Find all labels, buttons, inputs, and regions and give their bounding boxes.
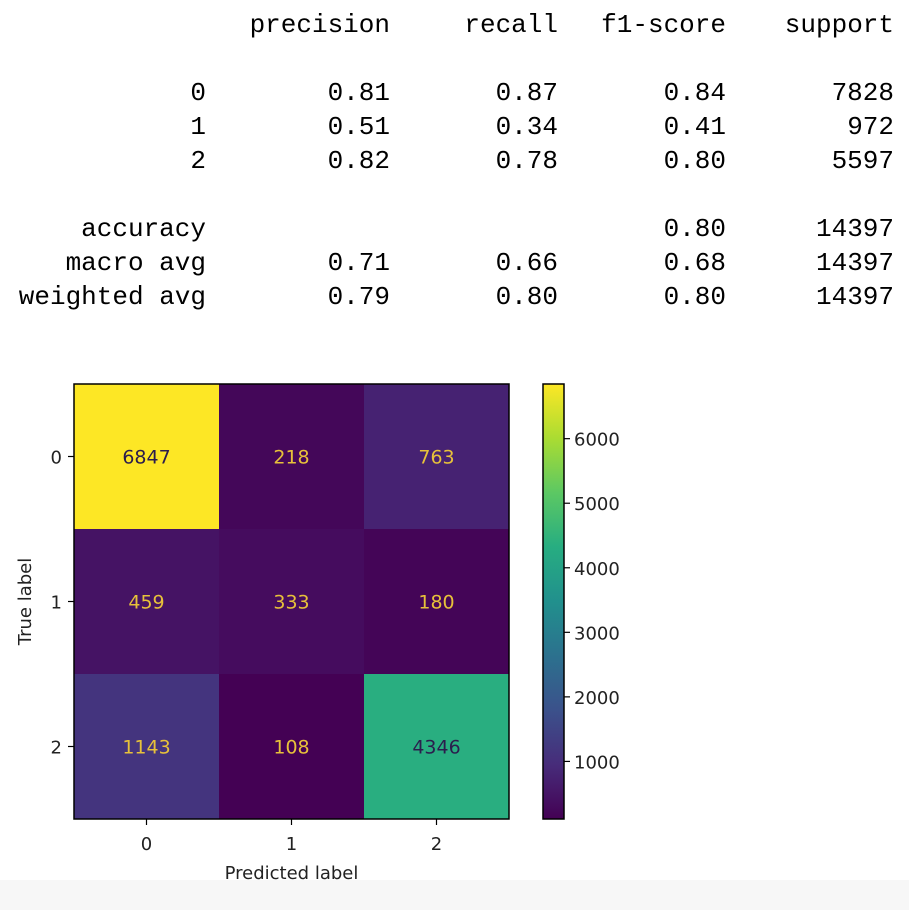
header-recall: recall <box>464 10 558 40</box>
colorbar-tick-label: 3000 <box>574 623 620 644</box>
report-class-row: 2 0.82 0.78 0.80 5597 <box>0 144 909 178</box>
row-f1: 0.80 <box>663 214 726 244</box>
y-tick-label: 0 <box>51 448 62 469</box>
heatmap-cell <box>364 674 509 819</box>
y-tick-label: 1 <box>51 593 62 614</box>
heatmap-cell <box>219 384 364 529</box>
row-f1: 0.80 <box>663 282 726 312</box>
report-summary-row: macro avg 0.71 0.66 0.68 14397 <box>0 246 909 280</box>
report-class-row: 0 0.81 0.87 0.84 7828 <box>0 76 909 110</box>
row-f1: 0.80 <box>663 146 726 176</box>
row-precision: 0.81 <box>327 78 390 108</box>
report-summary-row: weighted avg 0.79 0.80 0.80 14397 <box>0 280 909 314</box>
cell-value-label: 6847 <box>122 447 170 469</box>
row-support: 972 <box>847 112 894 142</box>
colorbar-tick-label: 2000 <box>574 688 620 709</box>
row-support: 14397 <box>815 248 894 278</box>
y-tick-label: 2 <box>51 738 62 759</box>
heatmap-cell <box>219 529 364 674</box>
row-support: 14397 <box>815 282 894 312</box>
classification-report: precision recall f1-score support 0 0.81… <box>0 8 909 314</box>
row-label: 2 <box>190 146 206 176</box>
heatmap-cell <box>74 674 219 819</box>
header-f1-score: f1-score <box>601 10 726 40</box>
cell-value-label: 763 <box>418 447 454 469</box>
report-summary-row: accuracy 0.80 14397 <box>0 212 909 246</box>
row-f1: 0.68 <box>663 248 726 278</box>
colorbar-ticks: 1000 2000 3000 4000 5000 6000 <box>564 430 620 773</box>
row-recall: 0.34 <box>495 112 558 142</box>
heatmap-cells <box>74 384 509 819</box>
cell-value-label: 108 <box>273 737 309 759</box>
heatmap-cell <box>364 384 509 529</box>
report-spacer <box>0 42 909 76</box>
colorbar-tick-label: 5000 <box>574 494 620 515</box>
y-axis-ticks: 0 1 2 <box>51 448 74 759</box>
heatmap-cell-labels: 6847 218 763 459 333 180 1143 108 4346 <box>122 447 460 759</box>
row-recall: 0.87 <box>495 78 558 108</box>
x-axis-ticks: 0 1 2 <box>141 819 442 855</box>
row-precision: 0.51 <box>327 112 390 142</box>
cell-value-label: 180 <box>418 592 454 614</box>
heatmap-cell <box>74 529 219 674</box>
confusion-matrix-chart: 6847 218 763 459 333 180 1143 108 4346 0 1 2 0 1 2 P… <box>15 383 620 880</box>
header-precision: precision <box>249 10 390 40</box>
report-class-row: 1 0.51 0.34 0.41 972 <box>0 110 909 144</box>
row-recall: 0.80 <box>495 282 558 312</box>
colorbar <box>542 383 565 820</box>
heatmap-cell <box>74 384 219 529</box>
colorbar-tick-label: 6000 <box>574 430 620 451</box>
row-label: weighted avg <box>18 282 206 312</box>
cell-value-label: 4346 <box>412 737 460 759</box>
row-f1: 0.84 <box>663 78 726 108</box>
cell-value-label: 1143 <box>122 737 170 759</box>
header-support: support <box>784 10 894 40</box>
heatmap-cell <box>219 674 364 819</box>
row-support: 5597 <box>831 146 894 176</box>
row-precision: 0.71 <box>327 248 390 278</box>
row-label: 0 <box>190 78 206 108</box>
cell-value-label: 218 <box>273 447 309 469</box>
row-f1: 0.41 <box>663 112 726 142</box>
x-tick-label: 0 <box>141 834 152 855</box>
report-header-row: precision recall f1-score support <box>0 8 909 42</box>
row-recall: 0.78 <box>495 146 558 176</box>
colorbar-tick-label: 4000 <box>574 559 620 580</box>
y-axis-label: True label <box>15 558 36 647</box>
cell-value-label: 459 <box>128 592 164 614</box>
row-precision: 0.82 <box>327 146 390 176</box>
row-precision: 0.79 <box>327 282 390 312</box>
report-spacer <box>0 178 909 212</box>
colorbar-tick-label: 1000 <box>574 752 620 773</box>
x-tick-label: 2 <box>431 834 442 855</box>
x-axis-label: Predicted label <box>225 863 359 880</box>
row-label: accuracy <box>81 214 206 244</box>
row-support: 14397 <box>815 214 894 244</box>
bottom-scroll-area <box>0 880 909 910</box>
row-recall: 0.66 <box>495 248 558 278</box>
x-tick-label: 1 <box>286 834 297 855</box>
row-label: 1 <box>190 112 206 142</box>
cell-value-label: 333 <box>273 592 309 614</box>
row-support: 7828 <box>831 78 894 108</box>
heatmap-cell <box>364 529 509 674</box>
row-label: macro avg <box>65 248 206 278</box>
